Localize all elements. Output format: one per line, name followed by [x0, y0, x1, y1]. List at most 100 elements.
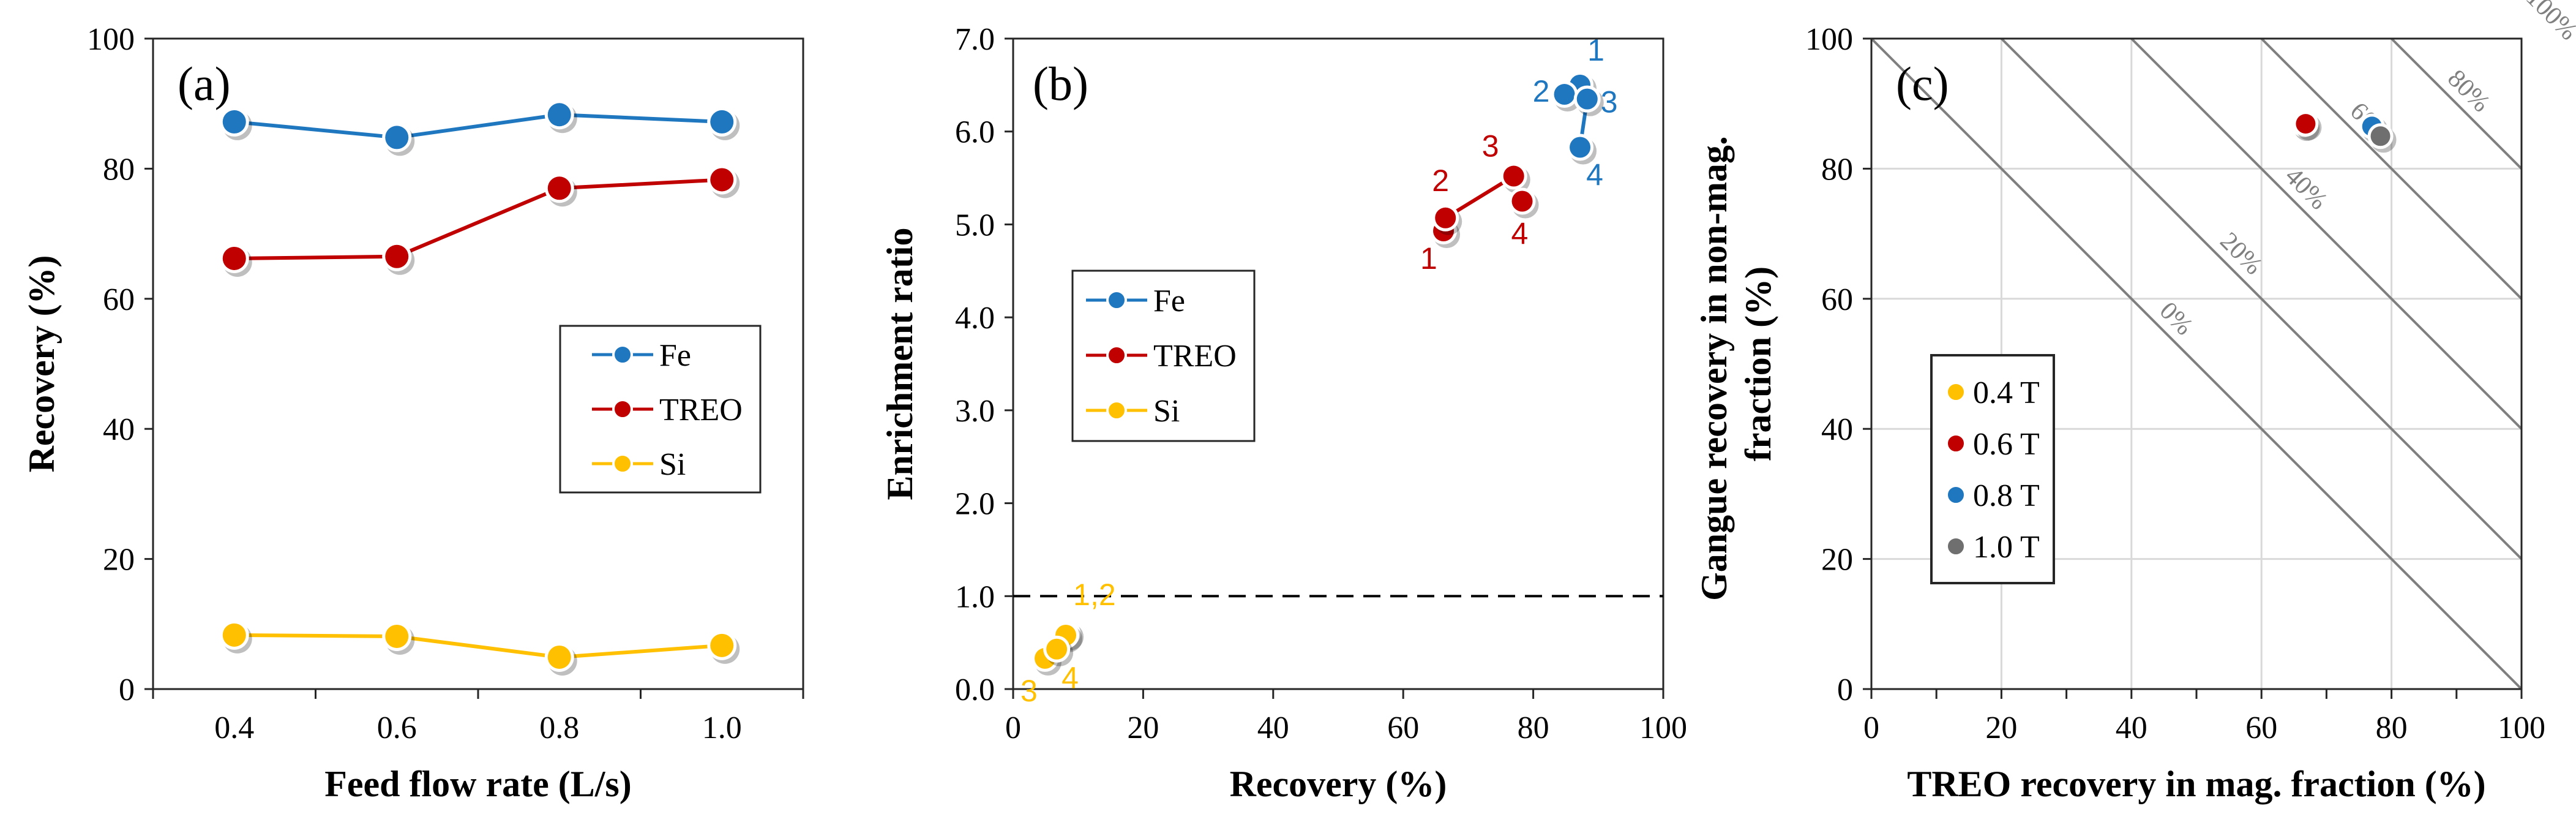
panel-b-point-treo [1500, 162, 1530, 194]
panel-b-point-fe [1573, 85, 1604, 116]
panel-b-point-si [1043, 635, 1074, 666]
panel-c-series [2291, 111, 2397, 153]
panel-a-point-si-dot [222, 623, 246, 647]
panel-b-y-tick-label: 5.0 [955, 208, 995, 243]
panel-a-point-fe-dot [547, 103, 571, 127]
panel-a-y-tick-label: 0 [119, 673, 135, 707]
panel-c-x-tick-label: 40 [2116, 710, 2147, 745]
panel-c-y-tick-label: 100 [1805, 22, 1853, 57]
panel-a-point-treo [219, 243, 252, 277]
panel-c-iso-label: 0% [2154, 296, 2198, 341]
panel-a-y-ticks: 0 20 40 60 80 100 [87, 22, 153, 707]
panel-b-point-treo-dot [1503, 165, 1524, 187]
panel-c-x-tick-label: 60 [2245, 710, 2277, 745]
panel-a-point-treo-dot [222, 246, 246, 270]
panel-a-label: (a) [178, 57, 231, 110]
panel-c-legend-label: 0.6 T [1973, 427, 2040, 462]
panel-b-legend-marker [1106, 400, 1127, 421]
panel-c-y-tick-label: 40 [1821, 412, 1853, 447]
panel-b-legend-marker [1106, 290, 1127, 311]
panel-b-x-ticks: 0 20 40 60 80 100 [1005, 689, 1687, 745]
panel-c-y-tick-label: 0 [1837, 673, 1853, 707]
panel-a-y-tick-label: 60 [103, 282, 135, 317]
panel-a-legend-marker [612, 453, 633, 474]
panel-b-legend: Fe TREO Si [1071, 270, 1256, 442]
panel-c-iso-line [2260, 37, 2523, 300]
panel-b-point-label-fe: 1 [1587, 33, 1604, 67]
panel-a-point-si [382, 621, 415, 655]
panel-b-legend-label: TREO [1153, 339, 1237, 374]
panel-c-point-0-6-t-dot [2296, 114, 2316, 134]
panel-b-x-axis-label: Recovery (%) [1230, 764, 1447, 804]
panel-a-point-si-dot [547, 645, 571, 669]
panel-a-series-line-fe [234, 113, 722, 140]
panel-a-point-treo [707, 165, 740, 198]
panel-a-point-fe-dot [385, 126, 409, 149]
panel-a-y-tick-label: 40 [103, 412, 135, 447]
panel-a-legend-items: Fe TREO Si [592, 338, 743, 482]
panel-a-point-fe-dot [710, 110, 734, 134]
panel-b-y-ticks: 0.0 1.0 2.0 3.0 4.0 5.0 6.0 7.0 [955, 22, 1013, 707]
panel-a-x-tick-label: 1.0 [702, 710, 742, 745]
panel-b-point-si-dot [1046, 638, 1068, 660]
panel-b-x-tick-label: 60 [1387, 710, 1419, 745]
panel-c-y-tick-label: 20 [1821, 543, 1853, 578]
panel-b-point-label-treo: 2 [1432, 164, 1449, 198]
panel-c-iso-line [2391, 37, 2523, 170]
panel-b-legend-label: Fe [1153, 284, 1185, 318]
panel-a-point-si [707, 630, 740, 664]
panel-a-point-treo [382, 241, 415, 275]
panel-b-point-label-treo: 3 [1482, 129, 1499, 164]
panel-b-point-label-fe: 4 [1586, 158, 1603, 192]
panel-a-x-tick-label: 0.6 [377, 710, 417, 745]
panel-c-y-ticks: 0 20 40 60 80 100 [1805, 22, 1871, 707]
panel-a-point-treo-dot [710, 168, 734, 192]
panel-a-series-line-si [234, 633, 722, 659]
panel-b-y-tick-label: 0.0 [955, 673, 995, 707]
panel-c-legend-label: 0.4 T [1973, 375, 2040, 410]
panel-b-legend-items: Fe TREO Si [1086, 284, 1237, 429]
panel-c-point-1-0-t [2367, 123, 2397, 153]
panel-c-iso-line [1870, 37, 2523, 690]
panel-c-x-tick-label: 80 [2376, 710, 2408, 745]
panel-b-point-label-treo: 1 [1420, 241, 1437, 276]
panel-b-plot-frame [1012, 37, 1664, 690]
panel-b-point-fe-dot [1576, 88, 1598, 110]
panel-c-iso-label: 20% [2214, 227, 2267, 281]
panel-c-legend-marker [1945, 536, 1966, 557]
panel-a-legend-marker [612, 399, 633, 420]
panel-b-point-treo-dot [1511, 190, 1533, 212]
panel-c-y-tick-label: 80 [1821, 152, 1853, 187]
panel-a-x-axis-label: Feed flow rate (L/s) [324, 764, 632, 804]
panel-a-point-si [544, 642, 577, 676]
panel-a-point-si-dot [710, 633, 734, 657]
panel-c-legend-items: 0.4 T 0.6 T 0.8 T 1.0 T [1945, 375, 2040, 565]
panel-b-x-tick-label: 20 [1127, 710, 1159, 745]
panel-a-point-si [219, 620, 252, 654]
panel-a-y-tick-label: 20 [103, 543, 135, 578]
panel-a-point-treo-dot [385, 244, 409, 268]
panel-c-y-axis-label: Gangue recovery in non-mag. fraction (%) [1694, 127, 1778, 601]
panel-c-y-tick-label: 60 [1821, 282, 1853, 317]
panel-b-y-tick-label: 2.0 [955, 487, 995, 522]
panel-b-point-label-si: 4 [1061, 661, 1079, 695]
panel-a-legend-label: Si [659, 447, 686, 482]
panel-b-y-tick-label: 1.0 [955, 579, 995, 614]
panel-b-x-tick-label: 100 [1639, 710, 1687, 745]
panel-b-y-tick-label: 6.0 [955, 115, 995, 150]
panel-b: 0.0 1.0 2.0 3.0 4.0 5.0 6.0 7.0 0 20 40 60 80 100 1 2… [880, 22, 1687, 804]
panel-a-x-tick-label: 0.8 [539, 710, 579, 745]
panel-a-series [219, 100, 740, 676]
panel-c-y-axis-label-line-1: Gangue recovery in non-mag. [1694, 136, 1734, 601]
panel-b-point-treo [1508, 187, 1539, 219]
panel-a-point-si-dot [385, 624, 409, 648]
panel-c-iso-label: 100% [2520, 0, 2576, 46]
panel-c-legend-label: 0.8 T [1973, 478, 2040, 513]
panel-b-legend-label: Si [1153, 394, 1180, 429]
panel-c-iso-line [2130, 37, 2523, 430]
panel-a-legend-label: Fe [659, 338, 691, 373]
panel-a-legend: Fe TREO Si [559, 325, 762, 494]
panel-b-x-tick-label: 80 [1518, 710, 1549, 745]
panel-b-point-label-si: 3 [1020, 674, 1038, 708]
